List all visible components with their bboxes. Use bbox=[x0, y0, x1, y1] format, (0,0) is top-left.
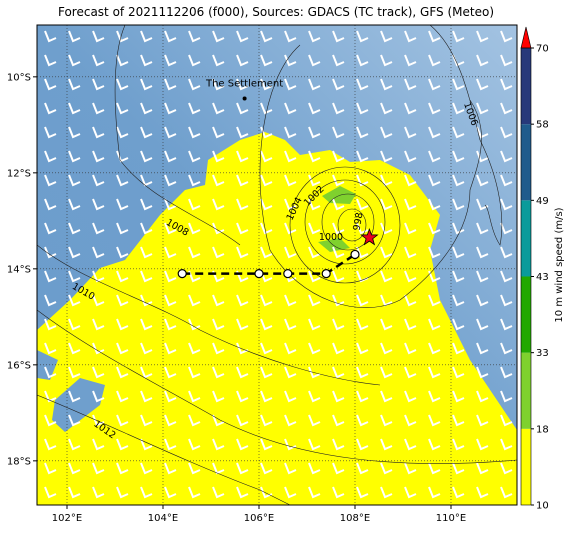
colorbar-bin bbox=[521, 48, 531, 125]
colorbar-tick-label: 43 bbox=[536, 272, 549, 283]
colorbar-bin bbox=[521, 352, 531, 429]
colorbar-label: 10 m wind speed (m/s) bbox=[554, 207, 565, 322]
y-tick-label: 12°S bbox=[7, 168, 31, 179]
x-tick-label: 110°E bbox=[436, 513, 466, 524]
track-point bbox=[321, 269, 331, 279]
track-point bbox=[254, 269, 264, 279]
y-tick-label: 16°S bbox=[7, 360, 31, 371]
current-position bbox=[360, 227, 379, 246]
colorbar-bin bbox=[521, 276, 531, 353]
x-tick-label: 102°E bbox=[52, 513, 82, 524]
colorbar-tick-label: 70 bbox=[536, 44, 549, 55]
contour-label: 998 bbox=[352, 212, 366, 232]
x-tick-label: 108°E bbox=[340, 513, 370, 524]
x-tick-label: 104°E bbox=[148, 513, 178, 524]
place-marker bbox=[242, 96, 247, 101]
contours bbox=[37, 25, 517, 505]
colorbar-tick-label: 10 bbox=[536, 501, 549, 512]
colorbar-tick-label: 33 bbox=[536, 348, 549, 359]
y-tick-label: 14°S bbox=[7, 264, 31, 275]
place-label: The Settlement bbox=[205, 78, 283, 89]
colorbar-tick-label: 18 bbox=[536, 424, 549, 435]
track-point bbox=[177, 269, 187, 279]
track-point bbox=[283, 269, 293, 279]
colorbar-bin bbox=[521, 428, 531, 505]
colorbar-tick-label: 58 bbox=[536, 120, 549, 131]
contour-label: 1000 bbox=[319, 232, 343, 243]
colorbar-extend bbox=[520, 26, 532, 49]
wind-barbs bbox=[37, 25, 517, 505]
map: 1006 1004 1002 1000 998 1008 1010 1012 T… bbox=[37, 25, 517, 505]
y-tick-label: 18°S bbox=[7, 456, 31, 467]
colorbar-bin bbox=[521, 200, 531, 277]
track-point bbox=[350, 249, 360, 260]
colorbar-tick-label: 49 bbox=[536, 196, 549, 207]
map-frame bbox=[36, 24, 518, 506]
colorbar-bin bbox=[521, 124, 531, 201]
x-tick-label: 106°E bbox=[244, 513, 274, 524]
y-tick-label: 10°S bbox=[7, 72, 31, 83]
title: Forecast of 2021112206 (f000), Sources: … bbox=[58, 5, 494, 19]
